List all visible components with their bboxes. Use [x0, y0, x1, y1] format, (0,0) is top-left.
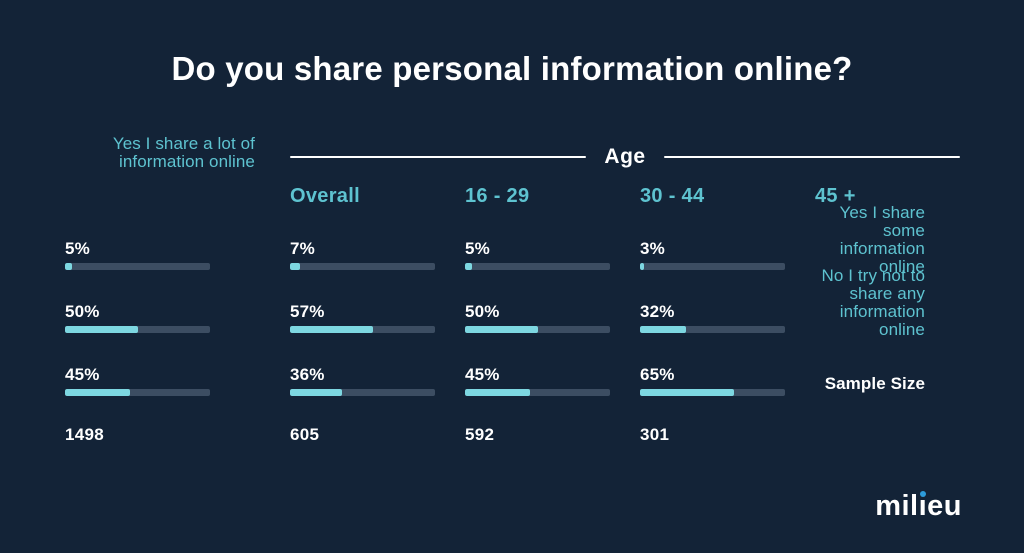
bar-fill [290, 389, 343, 396]
cell-no-share-30-44: 45% [465, 340, 640, 403]
cell-share-a-lot-overall: 5% [65, 214, 290, 277]
page-title: Do you share personal information online… [171, 50, 853, 87]
percent-value: 65% [640, 365, 675, 384]
percent-value: 45% [65, 365, 100, 384]
row-label-line: information online [839, 239, 925, 276]
sample-size-overall: 1498 [65, 425, 105, 444]
age-rule-right [663, 156, 960, 158]
cell-no-share-45-plus: 65% [640, 340, 815, 403]
percent-value: 45% [465, 365, 500, 384]
bar-fill [640, 326, 687, 333]
percent-value: 3% [640, 239, 665, 258]
row-label-no-share: No I try not to share any information on… [815, 267, 960, 340]
row-label-share-some: Yes I share some information online [815, 204, 960, 277]
percent-value: 5% [465, 239, 490, 258]
percent-value: 32% [640, 302, 675, 321]
row-label-line: information online [839, 302, 925, 339]
bar-track [65, 263, 210, 270]
cell-share-some-16-29: 57% [290, 277, 465, 340]
bar-track [640, 326, 785, 333]
row-label-line: Yes I share some [839, 203, 925, 240]
logo-dot-icon [919, 491, 926, 497]
bar-fill [465, 389, 531, 396]
percent-value: 36% [290, 365, 325, 384]
bar-track [640, 389, 785, 396]
bar-track [65, 389, 210, 396]
bar-track [465, 389, 610, 396]
data-table: Age Overall 16 - 29 30 - 44 45 + Yes I s… [65, 135, 960, 455]
cell-no-share-16-29: 36% [290, 340, 465, 403]
milieu-logo: milı eu [875, 490, 962, 522]
cell-no-share-overall: 45% [65, 340, 290, 403]
age-rule-left [290, 156, 587, 158]
row-label-line: information online [119, 152, 255, 171]
bar-fill [65, 389, 131, 396]
logo-text: eu [927, 490, 962, 522]
percent-value: 57% [290, 302, 325, 321]
cell-share-a-lot-45-plus: 3% [640, 214, 815, 277]
sample-size-30-44: 592 [465, 425, 495, 444]
bar-track [640, 263, 785, 270]
row-label-line: Yes I share a lot of [112, 134, 255, 153]
cell-share-some-30-44: 50% [465, 277, 640, 340]
row-label-line: No I try not to share any [821, 266, 925, 303]
logo-text: ı [918, 490, 928, 522]
bar-fill [465, 326, 538, 333]
sample-size-16-29: 605 [290, 425, 320, 444]
bar-fill [65, 326, 138, 333]
column-header-overall: Overall [290, 185, 360, 207]
percent-value: 50% [65, 302, 100, 321]
row-label-share-a-lot: Yes I share a lot of information online [65, 135, 290, 172]
age-header: Age [290, 142, 960, 172]
column-header-spacer [65, 172, 290, 214]
cell-share-a-lot-16-29: 7% [290, 214, 465, 277]
percent-value: 5% [65, 239, 90, 258]
bar-fill [290, 326, 373, 333]
percent-value: 7% [290, 239, 315, 258]
cell-share-some-overall: 50% [65, 277, 290, 340]
bar-fill [65, 263, 73, 270]
bar-track [465, 326, 610, 333]
sample-size-45-plus: 301 [640, 425, 670, 444]
cell-share-some-45-plus: 32% [640, 277, 815, 340]
cell-share-a-lot-30-44: 5% [465, 214, 640, 277]
bar-fill [290, 263, 301, 270]
logo-text: mil [875, 490, 919, 522]
bar-fill [640, 389, 735, 396]
bar-track [290, 263, 435, 270]
percent-value: 50% [465, 302, 500, 321]
bar-track [65, 326, 210, 333]
bar-track [290, 326, 435, 333]
bar-fill [640, 263, 645, 270]
column-header-45-plus: 45 + [815, 185, 856, 207]
bar-fill [465, 263, 473, 270]
bar-track [290, 389, 435, 396]
column-header-16-29: 16 - 29 [465, 185, 530, 207]
logo-dotted-i: ı [919, 490, 928, 522]
sample-size-label: Sample Size [824, 374, 925, 393]
bar-track [465, 263, 610, 270]
column-header-30-44: 30 - 44 [640, 185, 705, 207]
age-label: Age [604, 145, 646, 168]
